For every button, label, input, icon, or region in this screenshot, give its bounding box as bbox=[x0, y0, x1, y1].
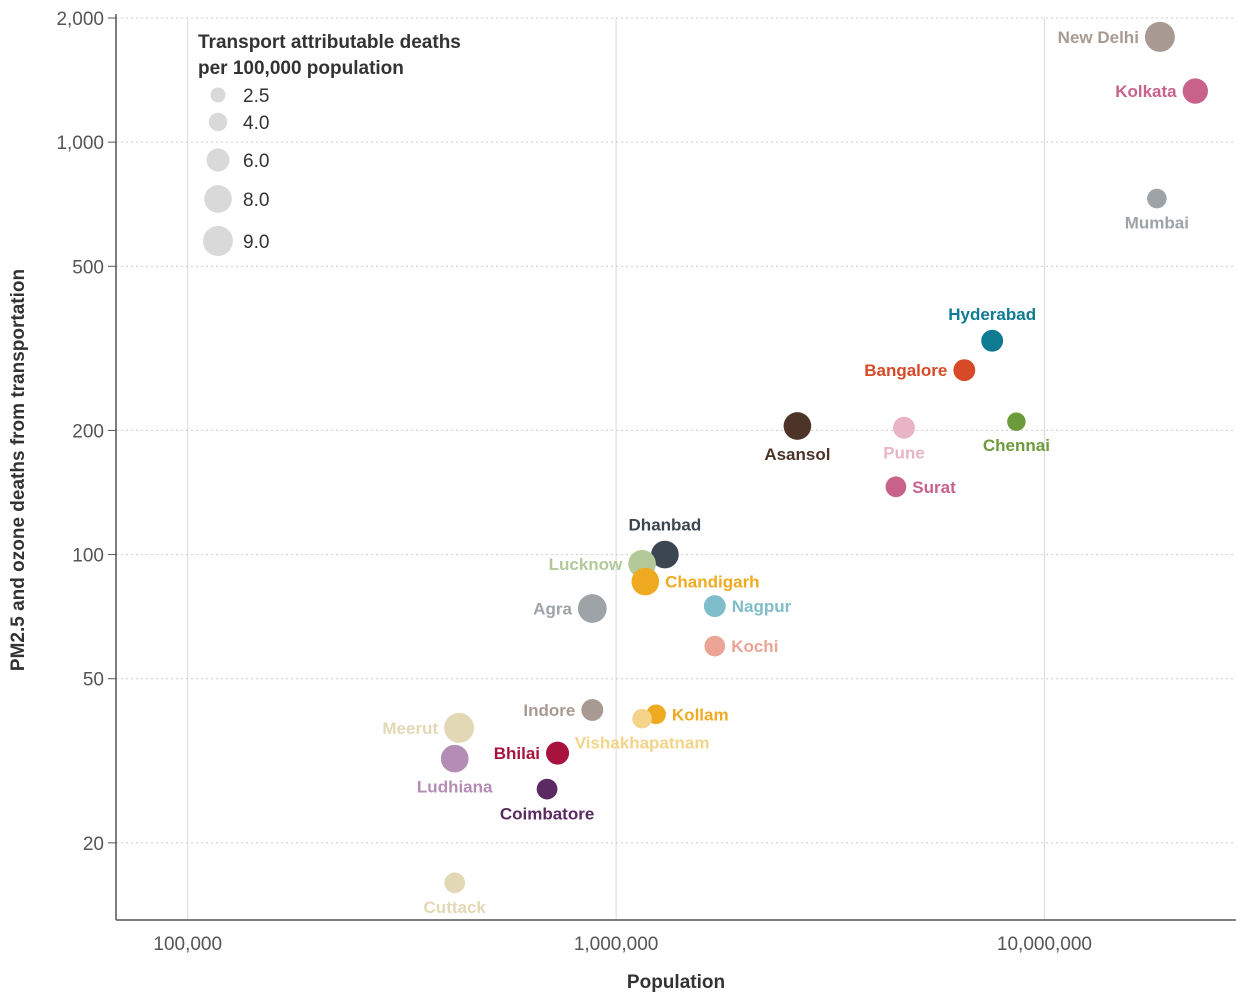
legend-bubble bbox=[206, 148, 230, 172]
point-labels: New Delhi Kolkata Mumbai Hyderabad Bangalore… bbox=[382, 28, 1189, 917]
data-point bbox=[704, 635, 726, 657]
axis-layer bbox=[108, 14, 1236, 921]
data-point bbox=[783, 412, 812, 440]
x-axis-title: Population bbox=[627, 972, 725, 993]
point-label: Chennai bbox=[983, 436, 1050, 455]
data-point bbox=[444, 872, 466, 894]
x-tick-label: 1,000,000 bbox=[574, 934, 659, 955]
legend-bubble bbox=[203, 226, 233, 256]
point-label: Cuttack bbox=[424, 898, 487, 917]
legend-bubble bbox=[204, 185, 232, 213]
x-tick-label: 100,000 bbox=[153, 934, 222, 955]
x-tick-label: 10,000,000 bbox=[997, 934, 1092, 955]
data-point bbox=[581, 699, 604, 721]
point-label: Pune bbox=[883, 444, 925, 463]
data-points bbox=[440, 21, 1208, 894]
point-label: Coimbatore bbox=[500, 804, 594, 823]
y-tick-label: 50 bbox=[83, 670, 104, 691]
y-tick-label: 200 bbox=[72, 421, 104, 442]
data-point bbox=[703, 595, 726, 618]
data-point bbox=[1144, 21, 1175, 52]
point-label: Kolkata bbox=[1115, 82, 1177, 101]
data-point bbox=[632, 708, 652, 729]
data-point bbox=[631, 567, 660, 596]
point-label: Dhanbad bbox=[629, 516, 702, 535]
y-axis-title: PM2.5 and ozone deaths from transportati… bbox=[8, 269, 29, 671]
size-legend: Transport attributable deaths per 100,000… bbox=[198, 32, 461, 256]
legend-bubble bbox=[210, 87, 226, 103]
data-point bbox=[444, 712, 475, 743]
data-point bbox=[536, 778, 558, 800]
data-point bbox=[953, 359, 976, 382]
legend-title-line: per 100,000 population bbox=[198, 58, 404, 79]
legend-bubble-label: 6.0 bbox=[243, 151, 269, 172]
point-label: Kochi bbox=[731, 637, 778, 656]
data-point bbox=[885, 476, 907, 498]
point-label: Vishakhapatnam bbox=[575, 733, 710, 752]
point-label: Kollam bbox=[672, 705, 729, 724]
data-point bbox=[546, 741, 570, 765]
legend-title-line: Transport attributable deaths bbox=[198, 32, 461, 53]
legend-bubble bbox=[208, 112, 228, 132]
data-point bbox=[893, 416, 915, 439]
point-label: Asansol bbox=[764, 445, 830, 464]
legend-bubble-label: 9.0 bbox=[243, 232, 269, 253]
point-label: Mumbai bbox=[1125, 213, 1189, 232]
point-label: Indore bbox=[523, 701, 575, 720]
point-label: Bangalore bbox=[864, 361, 947, 380]
data-point bbox=[440, 744, 469, 773]
y-tick-label: 500 bbox=[72, 257, 104, 278]
y-tick-label: 1,000 bbox=[56, 133, 104, 154]
data-point bbox=[981, 329, 1004, 352]
y-tick-label: 100 bbox=[72, 546, 104, 567]
point-label: Meerut bbox=[382, 719, 438, 738]
point-label: Nagpur bbox=[732, 597, 792, 616]
point-label: Surat bbox=[912, 478, 956, 497]
y-tick-label: 2,000 bbox=[56, 9, 104, 30]
point-label: New Delhi bbox=[1058, 28, 1139, 47]
data-point bbox=[1182, 78, 1208, 104]
legend-bubble-label: 2.5 bbox=[243, 86, 269, 107]
y-tick-label: 20 bbox=[83, 834, 104, 855]
point-label: Lucknow bbox=[549, 555, 623, 574]
data-point bbox=[651, 540, 679, 569]
data-point bbox=[1147, 188, 1167, 209]
point-label: Hyderabad bbox=[948, 305, 1036, 324]
data-point bbox=[1007, 412, 1026, 431]
grid-layer bbox=[116, 17, 1236, 920]
point-label: Ludhiana bbox=[417, 777, 493, 796]
point-label: Agra bbox=[533, 600, 572, 619]
data-point bbox=[577, 594, 607, 623]
legend-bubble-label: 4.0 bbox=[243, 113, 269, 134]
point-label: Chandigarh bbox=[665, 573, 759, 592]
point-label: Bhilai bbox=[494, 744, 540, 763]
tick-labels: 100,000 1,000,000 10,000,000 20 50 100 200 500 1… bbox=[56, 9, 1092, 955]
legend-bubble-label: 8.0 bbox=[243, 190, 269, 211]
